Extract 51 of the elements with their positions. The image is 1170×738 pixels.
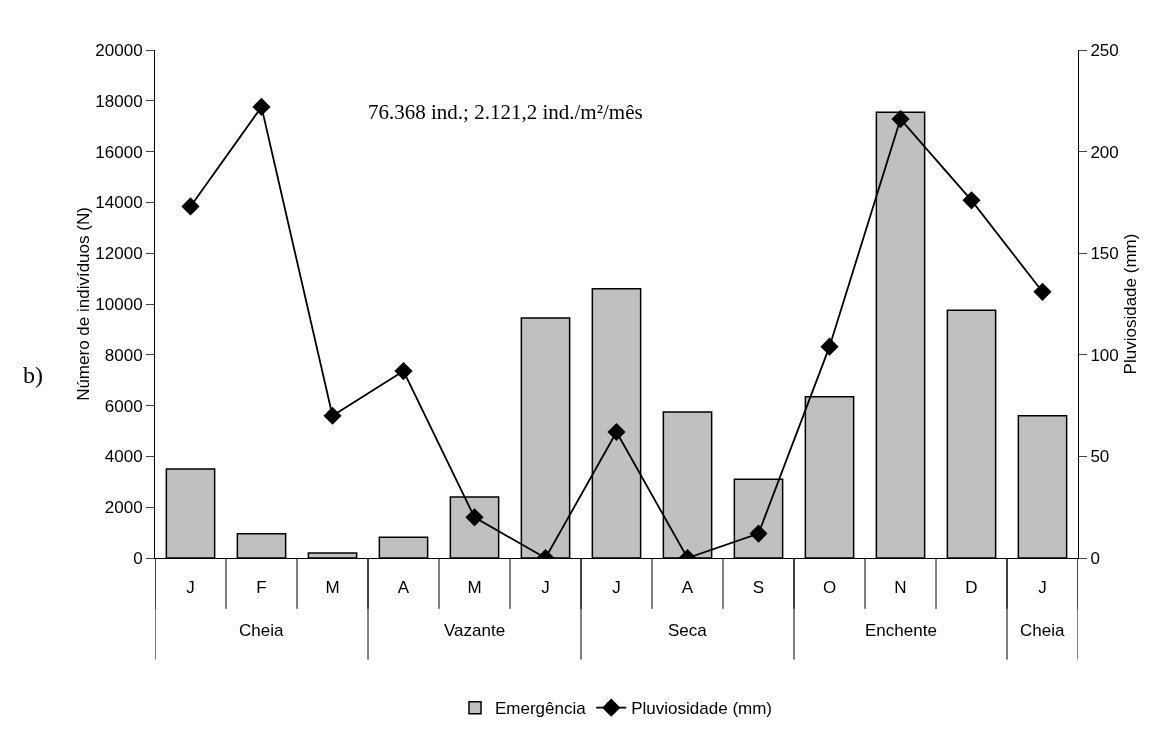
x-tick-label: F: [256, 578, 267, 598]
y2-tick-label: 150: [1090, 244, 1119, 264]
point: [394, 361, 413, 381]
y-tick-label: 12000: [95, 244, 143, 264]
y2-axis-title: Pluviosidade (mm): [1120, 233, 1140, 375]
y-tick-label: 4000: [104, 447, 143, 467]
legend-label: Emergência: [495, 699, 587, 719]
y-tick-label: 2000: [104, 498, 143, 518]
x-tick-label: N: [894, 578, 907, 598]
x-tick-label: J: [541, 578, 550, 598]
legend-label: Pluviosidade (mm): [631, 699, 773, 719]
point: [607, 422, 626, 442]
x-tick-label: A: [681, 578, 694, 598]
text: Enchente: [865, 621, 937, 640]
x-tick-label: J: [612, 578, 621, 598]
y2-tick-label: 200: [1090, 142, 1119, 162]
y-tick-label: 16000: [95, 142, 143, 162]
x-tick-label: A: [397, 578, 410, 598]
x-tick-label: M: [467, 578, 482, 598]
point: [323, 406, 342, 425]
point: [891, 109, 910, 129]
y2-tick-label: 0: [1090, 548, 1100, 568]
y-tick-label: 14000: [95, 193, 143, 213]
y2-tick-label: 100: [1090, 345, 1119, 365]
text: Vazante: [444, 621, 506, 640]
text: b): [23, 362, 43, 388]
text: Seca: [668, 621, 708, 640]
point: [962, 191, 981, 210]
x-tick-label: O: [822, 578, 837, 598]
x-tick-label: J: [186, 578, 195, 598]
point: [252, 97, 271, 116]
y-tick-label: 0: [133, 548, 143, 568]
point: [181, 197, 200, 216]
text: Cheia: [239, 621, 284, 640]
y-tick-label: 18000: [95, 91, 143, 111]
text: Cheia: [1020, 621, 1065, 640]
y-tick-label: 20000: [95, 40, 143, 60]
y-tick-label: 6000: [104, 396, 143, 416]
y-tick-label: 8000: [104, 345, 143, 365]
y-axis-title: Número de indivíduos (N): [74, 207, 94, 401]
y-tick-label: 10000: [95, 294, 143, 314]
y2-tick-label: 50: [1090, 447, 1110, 467]
x-tick-label: J: [1038, 578, 1047, 598]
annotation: 76.368 ind.; 2.121,2 ind./m²/mês: [368, 100, 643, 124]
point: [1033, 282, 1052, 301]
point: [749, 524, 768, 543]
x-tick-label: S: [752, 578, 765, 598]
point: [820, 337, 839, 356]
x-tick-label: M: [325, 578, 340, 598]
y2-tick-label: 250: [1090, 40, 1119, 60]
x-tick-label: D: [965, 578, 978, 598]
